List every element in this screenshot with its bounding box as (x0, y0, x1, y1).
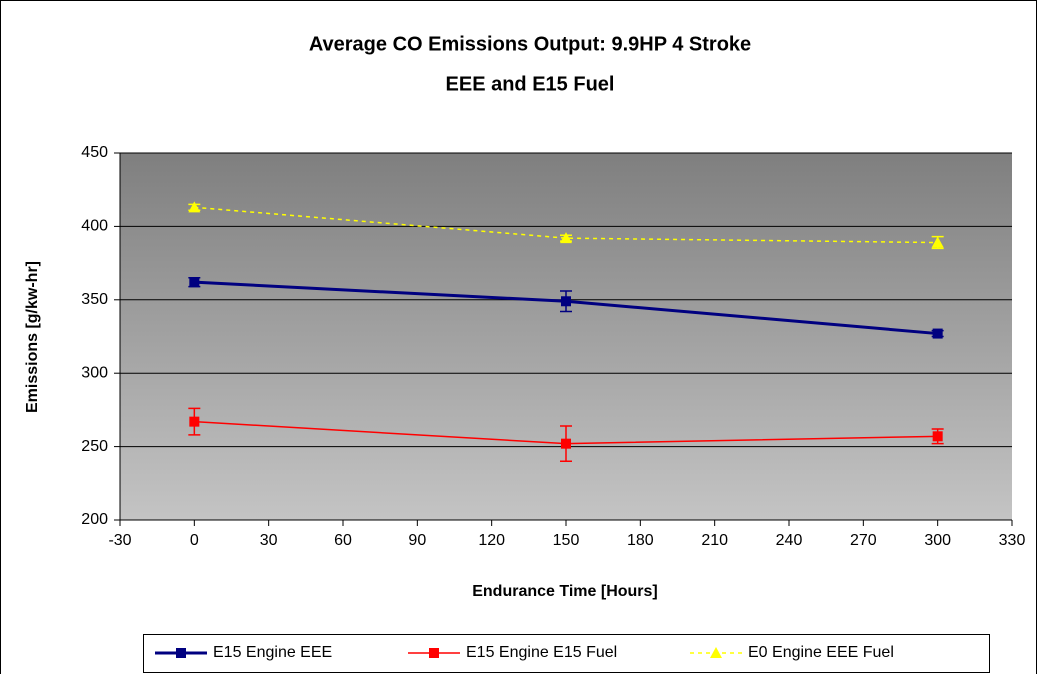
data-point (561, 296, 571, 307)
x-tick-label: -30 (108, 532, 131, 549)
x-tick-label: 0 (190, 532, 199, 549)
data-point (561, 438, 571, 449)
chart-title: Average CO Emissions Output: 9.9HP 4 Str… (309, 33, 751, 55)
y-tick-label: 200 (81, 511, 108, 528)
data-point (189, 416, 200, 427)
x-tick-label: 210 (701, 532, 728, 549)
legend-label: E0 Engine EEE Fuel (748, 644, 894, 661)
legend-label: E15 Engine E15 Fuel (466, 644, 617, 661)
x-tick-label: 180 (627, 532, 654, 549)
y-axis-title: Emissions [g/kw-hr] (24, 261, 41, 413)
x-tick-label: 60 (334, 532, 352, 549)
data-point (188, 201, 201, 213)
plot-area (120, 153, 1012, 520)
data-point (932, 431, 943, 442)
x-tick-label: 240 (776, 532, 803, 549)
x-tick-label: 330 (999, 532, 1026, 549)
x-tick-label: 270 (850, 532, 877, 549)
data-point (189, 277, 200, 288)
legend-box (143, 634, 990, 673)
legend-label: E15 Engine EEE (213, 644, 332, 661)
y-tick-label: 350 (81, 291, 108, 308)
data-point (932, 328, 943, 339)
y-tick-label: 450 (81, 144, 108, 161)
x-tick-label: 30 (260, 532, 278, 549)
legend-marker (176, 648, 186, 658)
legend-marker (710, 647, 722, 658)
y-tick-label: 400 (81, 218, 108, 235)
data-point (560, 232, 572, 244)
y-tick-label: 250 (81, 438, 108, 455)
legend-marker (429, 648, 439, 658)
x-tick-label: 300 (924, 532, 951, 549)
x-tick-label: 120 (478, 532, 505, 549)
chart-title: EEE and E15 Fuel (446, 73, 615, 95)
x-tick-label: 90 (408, 532, 426, 549)
y-tick-label: 300 (81, 364, 108, 381)
data-point (931, 236, 944, 248)
x-axis-title: Endurance Time [Hours] (472, 583, 658, 600)
x-tick-label: 150 (553, 532, 580, 549)
